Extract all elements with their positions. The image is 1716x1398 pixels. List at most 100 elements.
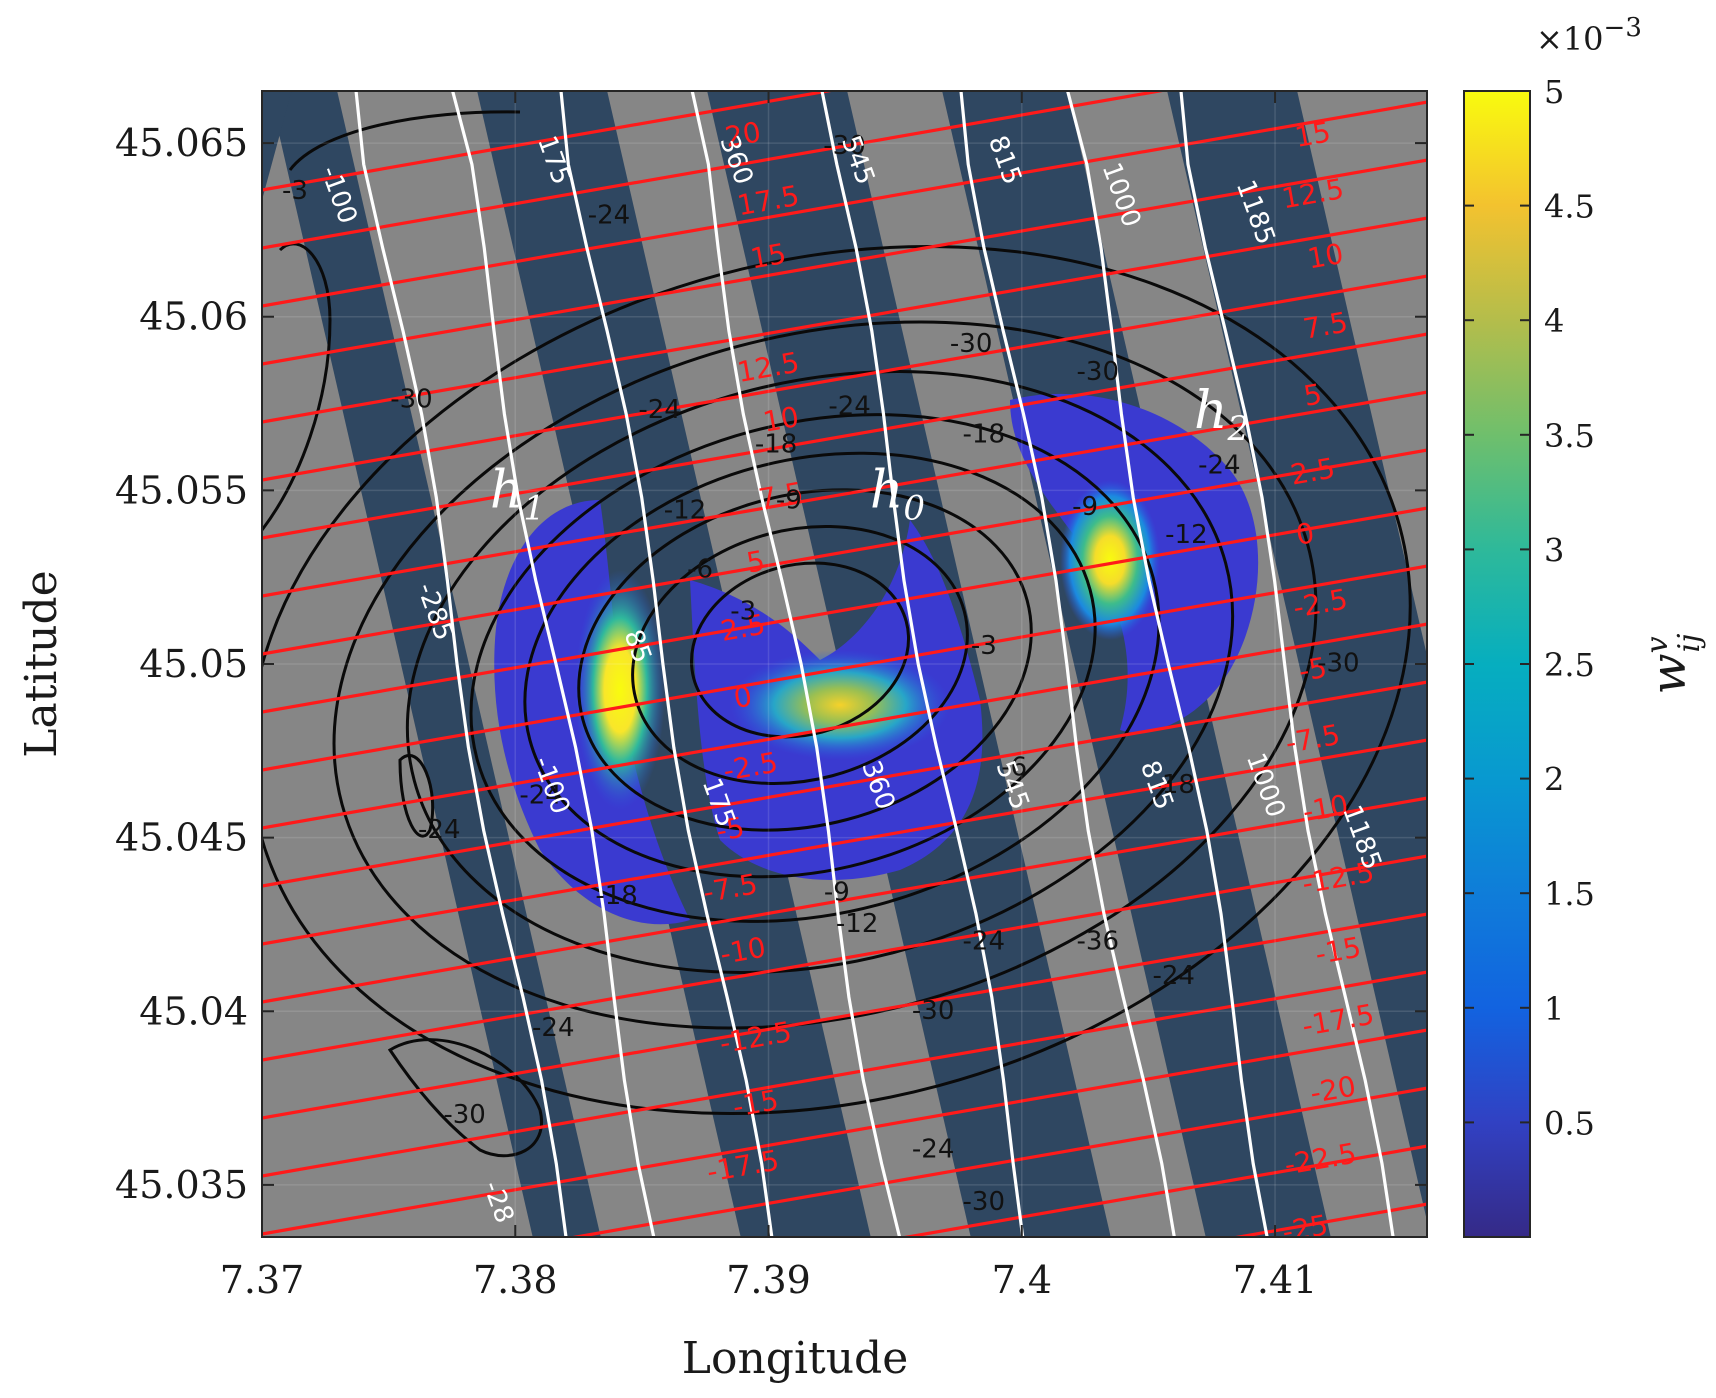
colorbar-tick-label: 4.5 [1544, 188, 1595, 226]
red-contour [262, 91, 1169, 250]
contour-label: -12 [664, 496, 706, 526]
contour-label: 2.5 [718, 608, 768, 648]
contour-label: -15 [1313, 931, 1364, 971]
region-label-sub: 0 [903, 489, 925, 529]
x-tick-label: 7.41 [1233, 1258, 1318, 1302]
x-tick-label: 7.4 [992, 1258, 1052, 1302]
colorbar-label: wvij [1640, 634, 1707, 695]
contour-label: -3 [730, 596, 756, 626]
white-contour [820, 91, 1025, 1237]
black-contour [262, 242, 332, 531]
colorbar: 0.5 1 1.5 2 2.5 3 3.5 4 4.5 5 ×10−3 wvij [1463, 13, 1707, 1238]
colorbar-tick-label: 4 [1544, 302, 1564, 340]
colorbar-label-sup: v [1640, 636, 1675, 653]
contour-label: -18 [755, 430, 797, 460]
contour-label: 7.5 [756, 476, 806, 516]
contour-label: -24 [418, 815, 460, 845]
contour-label: -5 [714, 811, 747, 848]
black-contour [631, 524, 969, 786]
x-tick-label: 7.39 [726, 1258, 811, 1302]
contour-label: -15 [730, 1083, 781, 1123]
colorbar-tick-label: 3.5 [1544, 417, 1595, 455]
contour-label: 10 [1305, 237, 1346, 276]
contour-label: -6 [1001, 753, 1027, 783]
contour-label: -12 [1165, 520, 1207, 550]
region-label-sub: 1 [523, 489, 545, 529]
red-contour [262, 448, 1427, 656]
contour-label: -3 [971, 631, 997, 661]
contour-label: -36 [1077, 926, 1119, 956]
y-tick-label: 45.065 [115, 121, 248, 165]
colorbar-tick-label: 1 [1544, 990, 1564, 1028]
red-contour [898, 1144, 1427, 1237]
red-contour [262, 622, 1427, 830]
x-tick-label: 7.37 [220, 1258, 305, 1302]
swath-band [262, 91, 292, 200]
contour-label: -24 [532, 1013, 574, 1043]
black-contour [398, 753, 435, 838]
region-label-h0: h0 [870, 461, 925, 529]
white-contours [354, 91, 1395, 1237]
contour-label: 7.5 [1301, 306, 1351, 346]
contour-label: 15 [748, 237, 789, 276]
region-label-sub: 2 [1227, 409, 1250, 449]
colorbar-label-base: w [1641, 653, 1697, 694]
contour-label: -9 [776, 485, 802, 515]
colorbar-label-sub: ij [1672, 634, 1707, 653]
region-label-h1: h1 [490, 461, 545, 529]
contour-label: -9 [824, 878, 850, 908]
contour-label: -5 [1296, 651, 1329, 688]
x-tick-label: 7.38 [473, 1258, 558, 1302]
y-tick-label: 45.04 [139, 989, 248, 1033]
contour-label: 15 [1292, 115, 1333, 154]
contour-label: -30 [823, 131, 865, 161]
contour-label: -24 [1153, 961, 1195, 991]
black-contour [523, 451, 1097, 879]
contour-label: -30 [912, 996, 954, 1026]
white-contour [450, 91, 656, 1237]
swath-band [269, 91, 601, 1237]
white-contour [959, 91, 1176, 1237]
swath-band [477, 91, 871, 1237]
contour-label: -24 [828, 392, 870, 422]
contour-label: 2.5 [1288, 451, 1338, 491]
colorbar-tick-label: 0.5 [1544, 1104, 1595, 1142]
contour-label: -30 [950, 329, 992, 359]
y-tick-label: 45.06 [139, 295, 248, 339]
red-contour [262, 680, 1427, 888]
red-contour [262, 1028, 1427, 1236]
region-label-h2: h2 [1194, 381, 1249, 449]
grid-lines [262, 91, 1427, 1237]
y-tick-label: 45.035 [115, 1163, 248, 1207]
heat-region-h1-core [575, 570, 665, 810]
contour-label: -24 [638, 395, 680, 425]
red-contour [262, 738, 1427, 946]
contour-label: 10 [761, 400, 802, 439]
contour-label: -30 [390, 385, 432, 415]
contour-label: 0 [731, 679, 754, 715]
contour-label: 5 [744, 544, 767, 580]
contour-label: -18 [963, 419, 1005, 449]
y-tick-label: 45.055 [115, 468, 248, 512]
colorbar-ticks: 0.5 1 1.5 2 2.5 3 3.5 4 4.5 5 [1464, 73, 1595, 1142]
white-contour [1065, 91, 1269, 1237]
contour-label: -20 [1308, 1069, 1359, 1109]
colorbar-exponent-base: ×10 [1536, 20, 1604, 58]
contour-label: -6 [687, 555, 713, 585]
x-axis-label: Longitude [682, 1333, 909, 1384]
colorbar-exponent: ×10−3 [1536, 13, 1642, 58]
contour-label: -24 [519, 780, 561, 810]
white-contour [559, 91, 774, 1237]
red-contour [262, 158, 1427, 366]
region-label-base: h [870, 461, 904, 521]
contour-label: -9 [1072, 492, 1098, 522]
swath-band [1167, 91, 1427, 1221]
contour-label: -24 [963, 926, 1005, 956]
white-contour [1179, 91, 1395, 1237]
plot-area: 2017.51512.5107.552.50-2.5-5-7.5-10-12.5… [262, 91, 1427, 1237]
contour-label: 20 [723, 115, 764, 154]
white-contour [690, 91, 902, 1237]
x-axis-ticks: 7.37 7.38 7.39 7.4 7.41 [220, 91, 1318, 1302]
